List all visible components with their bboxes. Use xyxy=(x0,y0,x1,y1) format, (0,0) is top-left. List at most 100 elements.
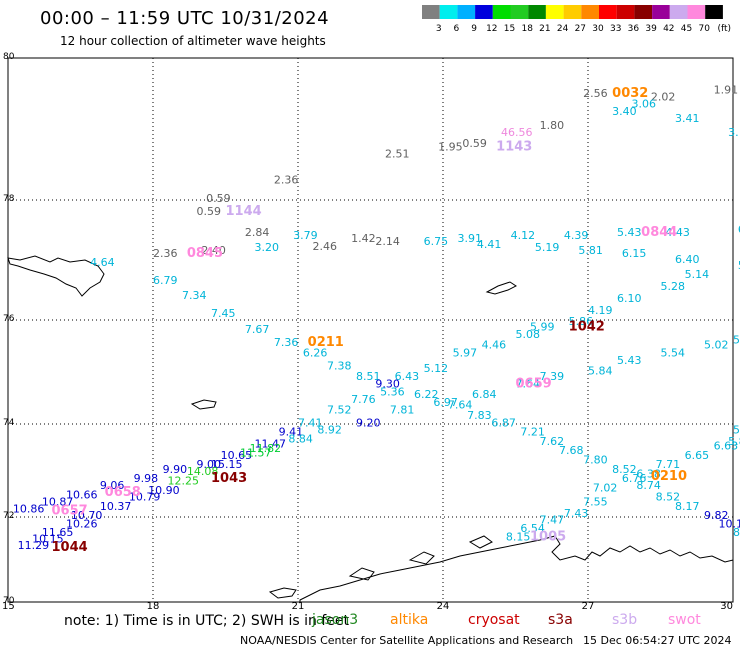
legend-unit: (ft) xyxy=(717,24,731,34)
latitude-label: 80 xyxy=(3,52,15,62)
wave-height-label: 6.63 xyxy=(714,440,739,453)
footnote: note: 1) Time is in UTC; 2) SWH is in fe… xyxy=(64,613,350,629)
legend-label: 6 xyxy=(454,24,460,34)
wave-height-label: 2.40 xyxy=(201,244,226,257)
wave-height-label: 7.39 xyxy=(540,370,565,383)
wave-height-label: 5.54 xyxy=(661,346,686,359)
wave-height-label: 10.70 xyxy=(71,509,103,522)
wave-height-label: 9.98 xyxy=(134,472,159,485)
wave-height-label: 6.65 xyxy=(685,449,710,462)
wave-height-label: 12.25 xyxy=(168,474,200,487)
legend-swatch xyxy=(457,5,476,19)
wave-height-label: 4.64 xyxy=(90,256,115,269)
legend-swatch xyxy=(599,5,617,19)
wave-height-label: 8.84 xyxy=(288,433,313,446)
wave-height-label: 2.36 xyxy=(274,174,299,187)
satellite-label: s3a xyxy=(548,612,573,628)
legend-swatch xyxy=(705,5,723,19)
legend-swatch xyxy=(616,5,635,19)
wave-height-label: 10.26 xyxy=(66,518,98,531)
wave-height-label: 2.46 xyxy=(313,240,338,253)
pass-time-label: 0657 xyxy=(52,504,88,519)
wave-height-label: 5.02 xyxy=(704,339,729,352)
coastline xyxy=(7,255,734,603)
wave-height-label: 15.15 xyxy=(211,458,243,471)
wave-height-label: 9.41 xyxy=(279,426,304,439)
legend-swatch xyxy=(634,5,653,19)
satellite-label: jason3 xyxy=(312,612,359,628)
pass-time-label: 0845 xyxy=(187,246,223,261)
longitude-label: 27 xyxy=(582,601,595,612)
wave-height-label: 0.59 xyxy=(206,192,231,205)
wave-height-label: 7.47 xyxy=(540,513,565,526)
wave-height-label: 3.41 xyxy=(675,112,700,125)
wave-height-label: 10.87 xyxy=(42,495,73,508)
pass-time-label: 0211 xyxy=(308,335,344,350)
pass-time-label: 1044 xyxy=(52,540,88,555)
wave-height-label: 7.67 xyxy=(245,323,269,336)
wave-height-label: 4.46 xyxy=(482,339,507,352)
wave-height-label: 9.30 xyxy=(375,378,400,391)
wave-height-label: 7.52 xyxy=(327,404,352,417)
wave-height-label: 3.79 xyxy=(293,229,318,242)
wave-height-label: 7.83 xyxy=(467,409,492,422)
wave-height-label: 3. xyxy=(728,126,739,139)
legend-label: 3 xyxy=(436,24,442,34)
legend-label: 30 xyxy=(592,24,604,34)
wave-height-label: 7.43 xyxy=(564,507,589,520)
wave-height-label: 5.19 xyxy=(535,241,560,254)
legend-label: 9 xyxy=(471,24,477,34)
wave-height-label: 10.37 xyxy=(100,500,132,513)
wave-height-label: 5.43 xyxy=(617,354,642,367)
wave-height-label: 7.76 xyxy=(351,393,376,406)
wave-height-label: 4.19 xyxy=(588,304,613,317)
pass-time-label: 0844 xyxy=(641,225,677,240)
pass-time-label: 0659 xyxy=(516,377,552,392)
legend-label: 70 xyxy=(698,24,710,34)
wave-height-label: 5.99 xyxy=(530,320,555,333)
legend-swatch xyxy=(669,5,688,19)
legend-label: 21 xyxy=(539,24,550,34)
wave-height-label: 6.75 xyxy=(424,235,449,248)
wave-height-label: 3.20 xyxy=(255,241,280,254)
wave-height-label: 5.97 xyxy=(453,346,478,359)
wave-height-label: 6.97 xyxy=(433,396,458,409)
wave-height-label: 7.55 xyxy=(583,495,608,508)
coastline-segment xyxy=(408,551,435,565)
coastline-segment xyxy=(348,567,375,581)
wave-height-label: 10.86 xyxy=(13,502,45,515)
legend-swatch xyxy=(581,5,599,19)
longitude-label: 30 xyxy=(720,601,733,612)
wave-height-label: 3.91 xyxy=(458,232,483,245)
legend-swatch xyxy=(510,5,529,19)
satellite-label: altika xyxy=(390,612,429,628)
wave-height-label: 6.40 xyxy=(675,253,700,266)
wave-height-label: 2.84 xyxy=(245,226,269,239)
wave-height-label: 5.36 xyxy=(380,385,405,398)
wave-height-label: 8.52 xyxy=(612,463,637,476)
wave-height-label: 9.00 xyxy=(197,458,222,471)
pass-time-label: 1144 xyxy=(226,204,262,219)
wave-height-label: 10.66 xyxy=(66,488,98,501)
wave-height-label: 5.43 xyxy=(617,226,642,239)
wave-height-label: 6.26 xyxy=(303,346,328,359)
wave-height-label: 8.74 xyxy=(636,479,661,492)
wave-height-label: 5.12 xyxy=(424,362,449,375)
legend-swatch xyxy=(652,5,670,19)
longitude-label: 15 xyxy=(2,601,15,612)
wave-height-label: 1.95 xyxy=(438,140,463,153)
legend-label: 24 xyxy=(557,24,569,34)
pass-time-label: 0210 xyxy=(651,469,687,484)
legend-swatch xyxy=(563,5,582,19)
wave-height-label: 3.40 xyxy=(612,105,637,118)
wave-height-label: 7.64 xyxy=(516,378,541,391)
wave-height-label: 2.51 xyxy=(385,147,410,160)
longitude-label: 24 xyxy=(437,601,450,612)
legend-swatch xyxy=(492,5,511,19)
wave-height-label: 14.08 xyxy=(187,465,219,478)
wave-height-label: 8.17 xyxy=(675,500,700,513)
wave-height-label: 8.51 xyxy=(356,370,381,383)
wave-height-label: 7.68 xyxy=(559,444,584,457)
